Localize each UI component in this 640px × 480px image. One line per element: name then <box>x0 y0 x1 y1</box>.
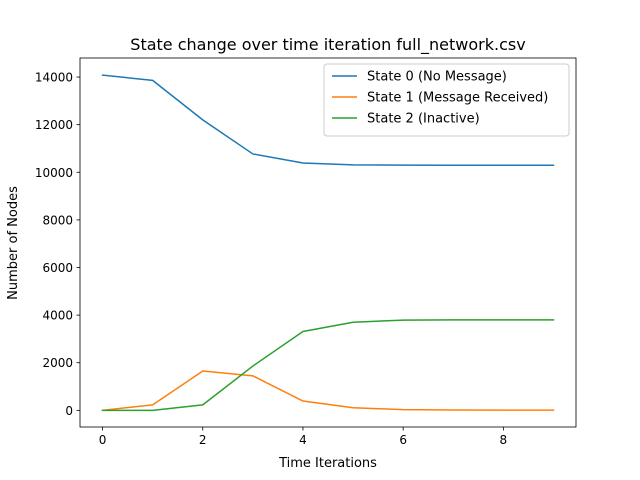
y-tick-label: 6000 <box>42 261 73 275</box>
y-tick-label: 12000 <box>35 118 73 132</box>
y-tick-label: 14000 <box>35 71 73 85</box>
y-tick-label: 2000 <box>42 356 73 370</box>
plot-area <box>101 74 555 412</box>
series-line-1 <box>101 370 555 412</box>
series-line-2 <box>101 319 555 412</box>
y-tick-label: 10000 <box>35 166 73 180</box>
legend-label-0: State 0 (No Message) <box>367 70 507 85</box>
y-tick-label: 8000 <box>42 213 73 227</box>
series-line-0 <box>101 74 555 166</box>
legend-label-2: State 2 (Inactive) <box>367 112 480 127</box>
y-tick-label: 0 <box>65 404 73 418</box>
x-tick-label: 6 <box>399 433 407 447</box>
x-tick-label: 2 <box>199 433 207 447</box>
x-axis-label: Time Iterations <box>278 456 377 471</box>
y-tick-label: 4000 <box>42 309 73 323</box>
legend: State 0 (No Message) State 1 (Message Rec… <box>323 63 570 137</box>
legend-label-1: State 1 (Message Received) <box>367 91 548 106</box>
x-tick-label: 0 <box>99 433 107 447</box>
x-tick-label: 4 <box>299 433 307 447</box>
legend-box <box>323 63 570 137</box>
y-axis-label: Number of Nodes <box>6 186 21 300</box>
axes: 0 2 4 6 8 0 2000 4000 6000 8000 10000 12000 14000 <box>35 57 577 447</box>
axes-frame <box>79 57 577 428</box>
chart-title: State change over time iteration full_ne… <box>130 35 525 55</box>
x-tick-label: 8 <box>500 433 508 447</box>
